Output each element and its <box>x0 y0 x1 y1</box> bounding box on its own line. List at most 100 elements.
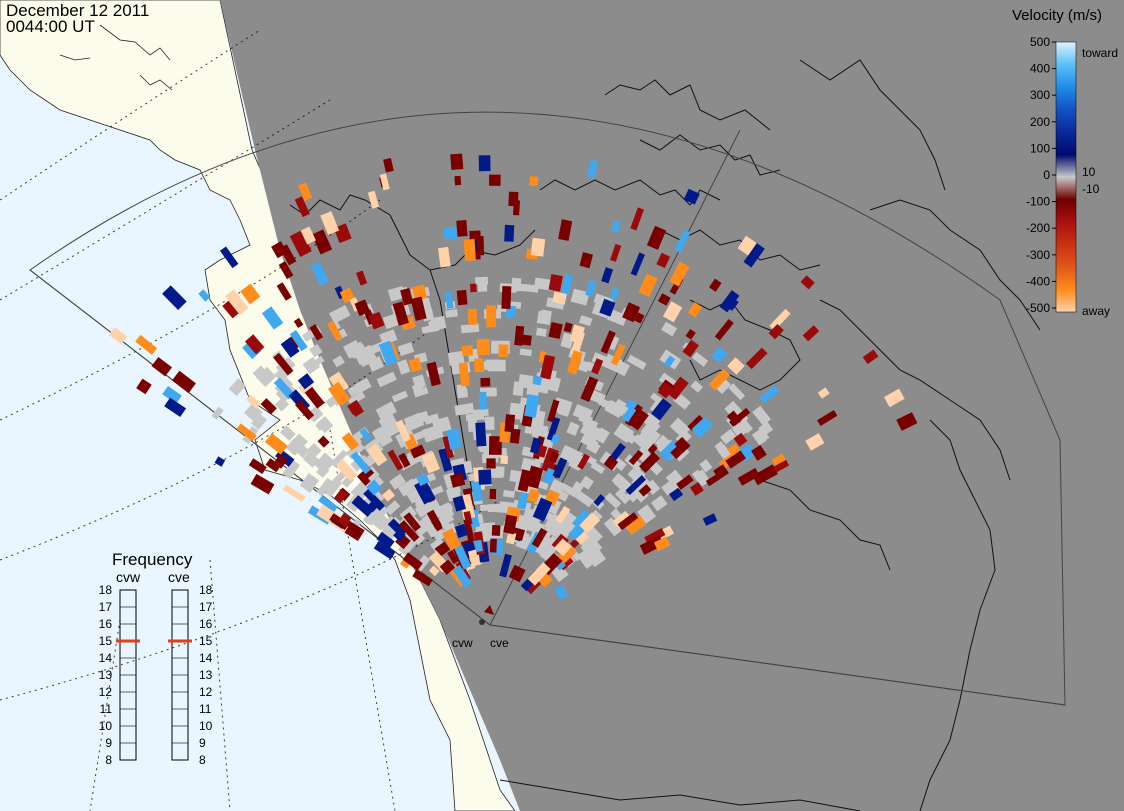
velocity-cell <box>609 287 620 301</box>
frequency-scale-label-right: 14 <box>199 651 213 665</box>
velocity-cell <box>769 308 791 331</box>
velocity-cell <box>503 514 518 535</box>
ground-scatter-cell <box>626 486 643 503</box>
velocity-cells <box>108 153 918 600</box>
velocity-cell <box>638 484 652 497</box>
velocity-cell <box>458 362 470 387</box>
velocity-cell <box>669 487 684 502</box>
velocity-cell <box>683 188 700 205</box>
legend-tick-label: -300 <box>1026 248 1050 262</box>
ground-scatter-cell <box>589 389 606 405</box>
velocity-cell <box>689 481 704 496</box>
ground-scatter-cell <box>731 422 747 439</box>
velocity-cell <box>805 433 825 451</box>
velocity-cell <box>294 196 310 218</box>
velocity-cell <box>438 246 451 268</box>
velocity-cell <box>537 571 553 588</box>
velocity-cell <box>474 358 485 373</box>
legend-ticks: 500 400 300 200 100 0 -100 -200 -300 -400 -500 <box>1026 35 1056 315</box>
velocity-cell <box>162 385 182 404</box>
velocity-cell <box>408 357 423 373</box>
ground-scatter-cell <box>724 400 740 416</box>
velocity-cell <box>350 451 371 475</box>
legend-tick-label: 500 <box>1030 35 1050 49</box>
velocity-cell <box>630 252 645 277</box>
legend-tick-label: -200 <box>1026 221 1050 235</box>
velocity-cell <box>297 373 315 390</box>
velocity-cell <box>478 155 491 172</box>
velocity-cell <box>359 466 375 482</box>
ground-scatter-cell <box>675 394 691 410</box>
velocity-cell <box>532 497 553 522</box>
velocity-cell <box>463 239 476 262</box>
frequency-scale-label-left: 12 <box>99 685 113 699</box>
velocity-cell <box>467 308 478 326</box>
ground-scatter-cell <box>299 472 320 493</box>
frequency-scale-label-right: 18 <box>199 583 213 597</box>
velocity-cell <box>373 541 396 560</box>
velocity-cell <box>524 394 540 418</box>
velocity-cell <box>555 505 571 524</box>
ground-scatter-cell <box>472 408 489 417</box>
plot-time: 0044:00 UT <box>6 17 95 36</box>
velocity-cell <box>278 261 294 280</box>
velocity-cell <box>540 354 556 380</box>
ground-scatter-cell <box>690 380 704 393</box>
ground-scatter-cell <box>282 459 301 480</box>
velocity-cell <box>368 311 385 330</box>
velocity-cell <box>289 329 308 352</box>
velocity-cell <box>341 432 360 451</box>
legend-tick-label: 300 <box>1030 88 1050 102</box>
velocity-cell <box>752 464 778 486</box>
frequency-scale-label-right: 15 <box>199 634 213 648</box>
velocity-cell <box>366 479 383 496</box>
ground-scatter-cell <box>211 406 224 420</box>
legend-title: Velocity (m/s) <box>1012 7 1102 24</box>
velocity-cell <box>548 322 563 339</box>
velocity-cell <box>725 450 746 469</box>
ground-scatter-cell <box>519 348 532 357</box>
velocity-cell <box>705 474 720 487</box>
velocity-cell <box>452 564 472 588</box>
ground-scatter-cell <box>544 519 558 532</box>
velocity-cell <box>367 190 380 209</box>
velocity-cell <box>480 377 491 387</box>
velocity-cell <box>428 512 443 532</box>
velocity-cell <box>426 361 441 387</box>
ground-scatter-cell <box>519 283 539 293</box>
frequency-scale-label-right: 10 <box>199 719 213 733</box>
velocity-cell <box>687 414 704 432</box>
ground-scatter-cell <box>397 535 418 557</box>
ground-scatter-cell <box>550 564 569 583</box>
velocity-cell <box>580 376 599 403</box>
night-side-area <box>220 0 1124 811</box>
velocity-cell <box>379 173 390 191</box>
velocity-cell <box>279 244 297 266</box>
velocity-cell <box>517 469 532 492</box>
velocity-cell <box>682 339 699 358</box>
ground-scatter-cell <box>485 359 501 368</box>
frequency-scale-label-left: 13 <box>99 668 113 682</box>
ground-scatter-cell <box>415 410 430 424</box>
velocity-cell <box>509 428 521 444</box>
ground-scatter-cell <box>641 427 654 440</box>
velocity-cell <box>669 261 690 287</box>
velocity-cell <box>768 324 784 340</box>
velocity-cell <box>450 153 464 170</box>
ground-scatter-cell <box>347 380 367 397</box>
ground-scatter-cell <box>591 352 610 368</box>
ground-scatter-cell <box>412 382 425 395</box>
ground-scatter-cell <box>518 374 534 389</box>
ground-scatter-cell <box>423 413 440 425</box>
frequency-scale: 18 18 17 17 16 16 15 15 14 14 13 13 12 12 11 11 10 10 9 9 8 8 <box>99 583 213 767</box>
velocity-cell <box>609 442 626 461</box>
velocity-cell <box>289 230 312 257</box>
velocity-cell <box>452 495 467 512</box>
velocity-cell <box>529 176 539 187</box>
ground-scatter-cell <box>691 351 709 367</box>
velocity-cell <box>479 391 487 410</box>
velocity-cell <box>398 452 411 468</box>
velocity-cell <box>549 451 560 463</box>
ground-scatter-cell <box>447 350 465 366</box>
ground-scatter-cell <box>579 475 594 490</box>
